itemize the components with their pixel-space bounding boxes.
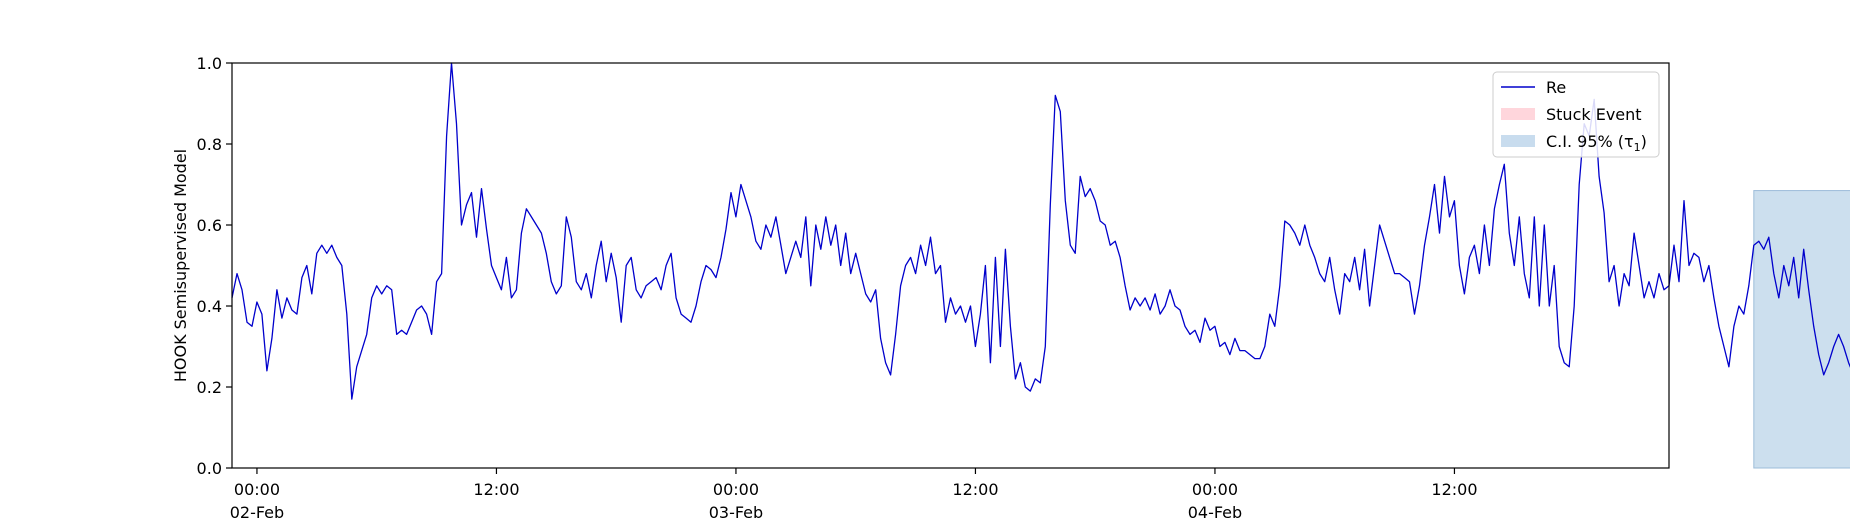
legend: Re Stuck Event C.I. 95% (τ1) (1492, 71, 1660, 158)
x-tick-date-label: 03-Feb (709, 503, 763, 522)
y-tick-label: 0.6 (197, 216, 222, 235)
y-axis-label: HOOK Semisupervised Model (171, 149, 190, 382)
legend-label: C.I. 95% (τ1) (1546, 132, 1647, 154)
y-tick-label: 0.8 (197, 135, 222, 154)
y-axis: 0.0 0.2 0.4 0.6 0.8 1.0 (197, 54, 232, 478)
legend-label: Stuck Event (1546, 105, 1642, 124)
x-tick-label: 00:00 (713, 480, 759, 499)
legend-label: Re (1546, 78, 1566, 97)
legend-swatch-patch (1501, 135, 1535, 147)
plot-frame (231, 62, 1670, 469)
x-tick-label: 00:00 (234, 480, 280, 499)
series-layer (231, 62, 1850, 400)
x-tick-label: 12:00 (1431, 480, 1477, 499)
y-tick-label: 0.4 (197, 297, 222, 316)
y-tick-label: 0.0 (197, 459, 222, 478)
x-tick-label: 12:00 (952, 480, 998, 499)
shaded-regions (1753, 190, 1850, 469)
x-tick-date-label: 02-Feb (230, 503, 284, 522)
x-tick-date-label: 04-Feb (1188, 503, 1242, 522)
legend-swatch-patch (1501, 108, 1535, 120)
confidence-interval-region (1753, 190, 1850, 469)
x-tick-label: 00:00 (1192, 480, 1238, 499)
y-tick-label: 1.0 (197, 54, 222, 73)
series-line-re (231, 62, 1850, 400)
x-tick-label: 12:00 (473, 480, 519, 499)
y-tick-label: 0.2 (197, 378, 222, 397)
x-axis: 00:0002-Feb190012:0000:0003-Feb12:0000:0… (230, 468, 1478, 522)
